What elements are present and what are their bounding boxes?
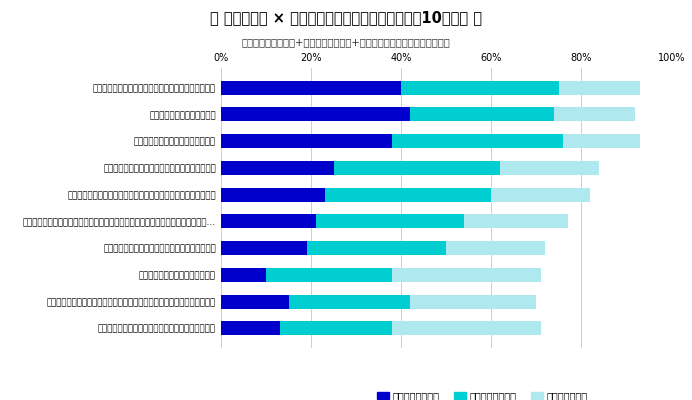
Bar (410, 108, 554, 121)
Bar (221, 134, 392, 148)
Bar (221, 108, 410, 121)
Bar (221, 241, 307, 255)
Bar (266, 268, 392, 282)
Bar (563, 134, 639, 148)
Legend: 非常に利用したい, とても利用したい, やや利用したい: 非常に利用したい, とても利用したい, やや利用したい (373, 387, 592, 400)
Bar (334, 161, 500, 175)
Bar (554, 108, 635, 121)
Bar (221, 321, 280, 335)
Bar (464, 214, 567, 228)
Bar (491, 188, 590, 202)
Bar (500, 161, 599, 175)
Bar (410, 295, 536, 308)
Bar (316, 214, 464, 228)
Bar (392, 134, 563, 148)
Bar (221, 295, 289, 308)
Bar (280, 321, 392, 335)
Bar (221, 268, 266, 282)
Bar (392, 268, 541, 282)
Text: 【 ゴルファー × 利用したいゴルフ場の特徴（上位10項目） 】: 【 ゴルファー × 利用したいゴルフ場の特徴（上位10項目） 】 (210, 10, 482, 25)
Bar (325, 188, 491, 202)
Bar (392, 321, 541, 335)
Bar (221, 188, 325, 202)
Bar (446, 241, 545, 255)
Bar (221, 214, 316, 228)
Bar (221, 81, 401, 95)
Bar (558, 81, 639, 95)
Bar (401, 81, 558, 95)
Bar (307, 241, 446, 255)
Text: （非常に利用したい+とても利用したい+やや利用したい回答割合合計値）: （非常に利用したい+とても利用したい+やや利用したい回答割合合計値） (242, 37, 450, 47)
Bar (289, 295, 410, 308)
Bar (221, 161, 334, 175)
